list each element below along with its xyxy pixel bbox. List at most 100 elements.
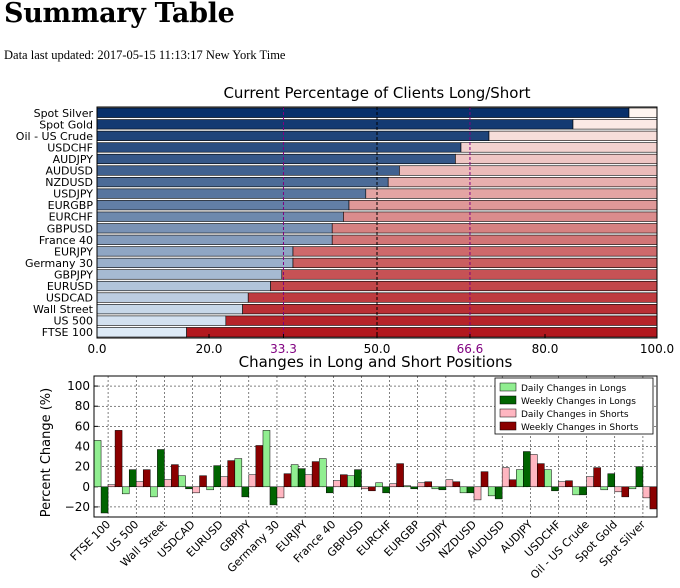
short-bar-eurchf <box>343 211 658 222</box>
change-bar-weekly-changes-in-shorts-france-40 <box>340 474 348 488</box>
legend-label: Daily Changes in Longs <box>521 384 626 394</box>
change-bar-daily-changes-in-shorts-usdchf <box>558 481 566 488</box>
change-bar-weekly-changes-in-shorts-eurgbp <box>424 481 432 488</box>
change-bar-daily-changes-in-shorts-us-500 <box>135 481 144 488</box>
change-bar-daily-changes-in-longs-ftse-100 <box>93 440 102 488</box>
category-label: USDCHF <box>47 141 93 154</box>
long-bar-france-40 <box>96 234 333 245</box>
change-bar-weekly-changes-in-longs-wall-street <box>157 449 165 488</box>
change-bar-weekly-changes-in-shorts-gbpusd <box>368 486 376 492</box>
change-bar-daily-changes-in-longs-eurgbp <box>403 485 411 488</box>
category-label: NZDUSD <box>45 176 93 189</box>
legend-label: Daily Changes in Shorts <box>521 410 629 420</box>
category-label: USDJPY <box>53 188 93 201</box>
category-label: Oil - US Crude <box>16 130 93 143</box>
long-bar-gbpjpy <box>96 269 283 280</box>
change-bar-weekly-changes-in-longs-usdcad <box>185 486 193 490</box>
short-bar-spot-silver <box>628 107 658 118</box>
short-bar-germany-30 <box>292 257 658 268</box>
change-bar-daily-changes-in-longs-gbpjpy <box>234 458 243 488</box>
short-bar-gbpjpy <box>281 269 658 280</box>
change-bar-daily-changes-in-longs-usdjpy <box>431 486 440 490</box>
change-bar-weekly-changes-in-longs-usdjpy <box>438 486 447 491</box>
change-bar-weekly-changes-in-longs-us-500 <box>128 469 137 488</box>
x-category-label: FTSE 100 <box>68 518 113 563</box>
x-tick-label: 66.6 <box>457 342 484 356</box>
long-bar-eurgbp <box>96 200 350 211</box>
change-bar-daily-changes-in-shorts-eurgbp <box>417 482 425 488</box>
change-bar-daily-changes-in-longs-germany-30 <box>262 430 271 488</box>
change-bar-weekly-changes-in-shorts-eurchf <box>396 463 404 488</box>
change-bar-daily-changes-in-shorts-usdcad <box>192 486 200 494</box>
category-label: FTSE 100 <box>42 326 93 339</box>
change-bar-daily-changes-in-shorts-spot-silver <box>642 486 651 499</box>
category-label: AUDUSD <box>45 165 93 178</box>
change-bar-weekly-changes-in-shorts-spot-gold <box>621 486 630 498</box>
short-bar-oil-us-crude <box>488 130 658 141</box>
change-bar-weekly-changes-in-longs-audusd <box>494 486 503 500</box>
change-bar-daily-changes-in-longs-oil-us-crude <box>572 486 580 496</box>
change-bar-daily-changes-in-longs-eurusd <box>206 486 214 491</box>
chart1-title: Current Percentage of Clients Long/Short <box>223 84 530 102</box>
change-bar-daily-changes-in-shorts-germany-30 <box>276 486 285 499</box>
change-bar-weekly-changes-in-shorts-spot-silver <box>649 486 658 510</box>
long-bar-eurusd <box>96 280 271 292</box>
long-bar-oil-us-crude <box>96 130 490 141</box>
chart2-title: Changes in Long and Short Positions <box>239 353 513 371</box>
category-label: US 500 <box>53 315 93 328</box>
change-bar-weekly-changes-in-shorts-usdchf <box>565 480 573 488</box>
change-bar-weekly-changes-in-shorts-nzdusd <box>480 471 489 488</box>
long-short-percentage-chart: Current Percentage of Clients Long/Short… <box>16 84 674 356</box>
change-bar-daily-changes-in-longs-gbpusd <box>347 475 355 488</box>
change-bar-daily-changes-in-longs-spot-silver <box>628 486 637 490</box>
short-bar-us-500 <box>225 315 658 326</box>
long-bar-audjpy <box>96 153 456 165</box>
change-bar-weekly-changes-in-longs-spot-silver <box>635 466 644 488</box>
legend-swatch-daily-changes-in-longs <box>499 382 517 392</box>
change-bar-daily-changes-in-longs-spot-gold <box>600 486 609 491</box>
change-bar-daily-changes-in-longs-usdchf <box>544 469 552 488</box>
change-bar-weekly-changes-in-longs-eurchf <box>382 486 390 494</box>
change-bar-daily-changes-in-longs-audjpy <box>516 469 524 488</box>
long-bar-gbpusd <box>96 223 333 234</box>
short-bar-france-40 <box>331 234 658 245</box>
chart2-frame <box>93 375 658 518</box>
long-bar-usdjpy <box>96 188 367 199</box>
long-bar-us-500 <box>96 315 227 326</box>
change-bar-daily-changes-in-shorts-nzdusd <box>473 486 482 501</box>
long-bar-eurchf <box>96 211 344 222</box>
change-bar-weekly-changes-in-longs-eurgbp <box>410 486 418 490</box>
x-tick-label: 0.0 <box>87 342 106 356</box>
change-bar-weekly-changes-in-shorts-us-500 <box>142 469 151 488</box>
category-label: EURJPY <box>54 245 93 258</box>
legend-swatch-weekly-changes-in-longs <box>499 395 517 405</box>
category-label: USDCAD <box>46 292 93 305</box>
change-bar-weekly-changes-in-shorts-audjpy <box>537 463 545 488</box>
y-tick-label: −20 <box>65 500 90 514</box>
change-bar-daily-changes-in-shorts-usdjpy <box>445 479 454 488</box>
long-bar-spot-gold <box>96 119 574 130</box>
long-bar-wall-street <box>96 304 243 315</box>
short-bar-usdcad <box>247 292 658 303</box>
category-label: EURCHF <box>49 211 93 224</box>
long-bar-ftse-100 <box>96 327 187 338</box>
long-bar-nzdusd <box>96 177 389 188</box>
long-bar-germany-30 <box>96 257 294 268</box>
change-bar-daily-changes-in-longs-audusd <box>487 486 496 497</box>
short-bar-usdjpy <box>365 188 658 199</box>
x-tick-label: 80.0 <box>532 342 559 356</box>
change-bar-daily-changes-in-longs-eurchf <box>375 482 383 488</box>
change-bar-daily-changes-in-shorts-audjpy <box>530 454 538 488</box>
legend-swatch-daily-changes-in-shorts <box>499 408 517 418</box>
category-label: GBPJPY <box>54 268 93 281</box>
y-axis-label: Percent Change (%) <box>39 388 54 517</box>
change-bar-weekly-changes-in-longs-spot-gold <box>607 473 616 488</box>
change-bar-daily-changes-in-longs-france-40 <box>319 458 327 488</box>
change-bar-weekly-changes-in-longs-eurusd <box>213 465 221 488</box>
change-bar-weekly-changes-in-shorts-wall-street <box>171 464 179 488</box>
change-bar-daily-changes-in-shorts-eurjpy <box>304 474 313 488</box>
long-bar-spot-silver <box>96 107 630 118</box>
short-bar-audusd <box>399 165 658 176</box>
long-bar-usdcad <box>96 292 249 303</box>
category-label: Wall Street <box>33 303 94 316</box>
